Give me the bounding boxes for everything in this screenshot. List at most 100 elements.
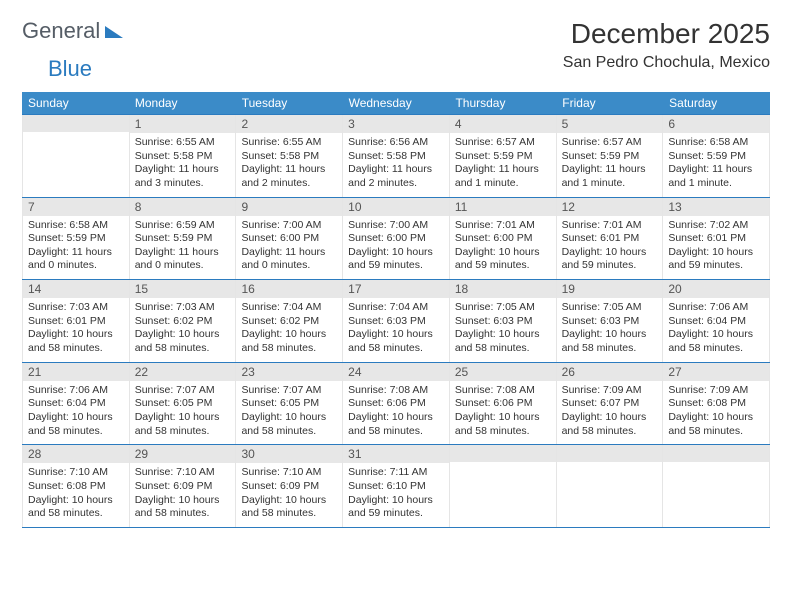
daylight-text: Daylight: 10 hours and 59 minutes. (348, 494, 444, 521)
day-cell: 2Sunrise: 6:55 AMSunset: 5:58 PMDaylight… (236, 115, 343, 197)
day-body: Sunrise: 7:08 AMSunset: 6:06 PMDaylight:… (450, 381, 556, 445)
sunset-text: Sunset: 6:00 PM (241, 232, 337, 246)
day-body: Sunrise: 7:03 AMSunset: 6:02 PMDaylight:… (130, 298, 236, 362)
day-body: Sunrise: 7:09 AMSunset: 6:07 PMDaylight:… (557, 381, 663, 445)
day-number: 25 (450, 363, 556, 381)
sunset-text: Sunset: 5:59 PM (135, 232, 231, 246)
day-cell: 8Sunrise: 6:59 AMSunset: 5:59 PMDaylight… (130, 198, 237, 280)
sunrise-text: Sunrise: 7:09 AM (562, 384, 658, 398)
day-cell: 4Sunrise: 6:57 AMSunset: 5:59 PMDaylight… (450, 115, 557, 197)
sunset-text: Sunset: 6:05 PM (135, 397, 231, 411)
sunrise-text: Sunrise: 7:01 AM (455, 219, 551, 233)
sunset-text: Sunset: 5:58 PM (241, 150, 337, 164)
daylight-text: Daylight: 11 hours and 3 minutes. (135, 163, 231, 190)
sunset-text: Sunset: 6:07 PM (562, 397, 658, 411)
day-cell: 6Sunrise: 6:58 AMSunset: 5:59 PMDaylight… (663, 115, 770, 197)
day-body: Sunrise: 7:01 AMSunset: 6:00 PMDaylight:… (450, 216, 556, 280)
sunrise-text: Sunrise: 7:04 AM (348, 301, 444, 315)
daylight-text: Daylight: 10 hours and 58 minutes. (562, 411, 658, 438)
day-cell: 26Sunrise: 7:09 AMSunset: 6:07 PMDayligh… (557, 363, 664, 445)
sunset-text: Sunset: 6:09 PM (135, 480, 231, 494)
sunrise-text: Sunrise: 7:03 AM (28, 301, 124, 315)
sunrise-text: Sunrise: 6:57 AM (455, 136, 551, 150)
day-cell: 24Sunrise: 7:08 AMSunset: 6:06 PMDayligh… (343, 363, 450, 445)
day-cell: 13Sunrise: 7:02 AMSunset: 6:01 PMDayligh… (663, 198, 770, 280)
sunrise-text: Sunrise: 7:00 AM (241, 219, 337, 233)
day-number: 31 (343, 445, 449, 463)
day-cell: 29Sunrise: 7:10 AMSunset: 6:09 PMDayligh… (130, 445, 237, 527)
daylight-text: Daylight: 11 hours and 0 minutes. (135, 246, 231, 273)
daylight-text: Daylight: 10 hours and 58 minutes. (455, 328, 551, 355)
week-row: 21Sunrise: 7:06 AMSunset: 6:04 PMDayligh… (22, 362, 770, 445)
sunrise-text: Sunrise: 7:11 AM (348, 466, 444, 480)
day-number: 5 (557, 115, 663, 133)
day-number: 17 (343, 280, 449, 298)
sunrise-text: Sunrise: 7:10 AM (28, 466, 124, 480)
daylight-text: Daylight: 10 hours and 58 minutes. (135, 328, 231, 355)
day-number: 9 (236, 198, 342, 216)
day-number: 16 (236, 280, 342, 298)
sunset-text: Sunset: 6:10 PM (348, 480, 444, 494)
day-cell: 12Sunrise: 7:01 AMSunset: 6:01 PMDayligh… (557, 198, 664, 280)
sunrise-text: Sunrise: 6:57 AM (562, 136, 658, 150)
day-number: 27 (663, 363, 769, 381)
daylight-text: Daylight: 10 hours and 59 minutes. (455, 246, 551, 273)
day-cell: 5Sunrise: 6:57 AMSunset: 5:59 PMDaylight… (557, 115, 664, 197)
daylight-text: Daylight: 11 hours and 0 minutes. (28, 246, 124, 273)
day-body: Sunrise: 6:56 AMSunset: 5:58 PMDaylight:… (343, 133, 449, 197)
sunrise-text: Sunrise: 6:58 AM (668, 136, 764, 150)
day-number: 15 (130, 280, 236, 298)
day-body: Sunrise: 7:09 AMSunset: 6:08 PMDaylight:… (663, 381, 769, 445)
daylight-text: Daylight: 10 hours and 59 minutes. (348, 246, 444, 273)
title-block: December 2025 San Pedro Chochula, Mexico (563, 18, 770, 72)
weekday-friday: Friday (556, 92, 663, 114)
logo-text-1: General (22, 18, 100, 44)
day-body: Sunrise: 7:04 AMSunset: 6:03 PMDaylight:… (343, 298, 449, 362)
week-row: 1Sunrise: 6:55 AMSunset: 5:58 PMDaylight… (22, 114, 770, 197)
daylight-text: Daylight: 11 hours and 0 minutes. (241, 246, 337, 273)
location: San Pedro Chochula, Mexico (563, 54, 770, 72)
daylight-text: Daylight: 10 hours and 58 minutes. (28, 411, 124, 438)
sunset-text: Sunset: 6:01 PM (668, 232, 764, 246)
weekday-header-row: SundayMondayTuesdayWednesdayThursdayFrid… (22, 92, 770, 114)
day-number: 26 (557, 363, 663, 381)
day-body (663, 462, 769, 522)
day-cell: 19Sunrise: 7:05 AMSunset: 6:03 PMDayligh… (557, 280, 664, 362)
sunset-text: Sunset: 5:59 PM (668, 150, 764, 164)
sunset-text: Sunset: 6:04 PM (28, 397, 124, 411)
sunrise-text: Sunrise: 7:01 AM (562, 219, 658, 233)
sunset-text: Sunset: 6:02 PM (241, 315, 337, 329)
day-number: 22 (130, 363, 236, 381)
sunset-text: Sunset: 5:59 PM (28, 232, 124, 246)
day-body: Sunrise: 6:57 AMSunset: 5:59 PMDaylight:… (450, 133, 556, 197)
sunset-text: Sunset: 6:00 PM (455, 232, 551, 246)
day-number: 18 (450, 280, 556, 298)
sunrise-text: Sunrise: 7:05 AM (455, 301, 551, 315)
day-cell: 15Sunrise: 7:03 AMSunset: 6:02 PMDayligh… (130, 280, 237, 362)
day-body: Sunrise: 6:58 AMSunset: 5:59 PMDaylight:… (23, 216, 129, 280)
day-number: 23 (236, 363, 342, 381)
day-cell: 23Sunrise: 7:07 AMSunset: 6:05 PMDayligh… (236, 363, 343, 445)
logo-triangle-icon (105, 26, 123, 38)
day-number: 29 (130, 445, 236, 463)
weekday-tuesday: Tuesday (236, 92, 343, 114)
day-body: Sunrise: 7:07 AMSunset: 6:05 PMDaylight:… (236, 381, 342, 445)
day-body: Sunrise: 7:06 AMSunset: 6:04 PMDaylight:… (663, 298, 769, 362)
day-body: Sunrise: 7:10 AMSunset: 6:09 PMDaylight:… (236, 463, 342, 527)
day-body: Sunrise: 7:05 AMSunset: 6:03 PMDaylight:… (557, 298, 663, 362)
day-number: 2 (236, 115, 342, 133)
sunrise-text: Sunrise: 6:55 AM (135, 136, 231, 150)
day-cell: 17Sunrise: 7:04 AMSunset: 6:03 PMDayligh… (343, 280, 450, 362)
sunset-text: Sunset: 6:04 PM (668, 315, 764, 329)
sunset-text: Sunset: 6:05 PM (241, 397, 337, 411)
day-number: 19 (557, 280, 663, 298)
sunrise-text: Sunrise: 7:08 AM (455, 384, 551, 398)
empty-cell (557, 445, 664, 527)
day-number: 6 (663, 115, 769, 133)
day-cell: 9 Sunrise: 7:00 AMSunset: 6:00 PMDaylight… (236, 198, 343, 280)
sunrise-text: Sunrise: 6:59 AM (135, 219, 231, 233)
day-number (23, 115, 129, 132)
weekday-monday: Monday (129, 92, 236, 114)
sunrise-text: Sunrise: 6:55 AM (241, 136, 337, 150)
weeks-container: 1Sunrise: 6:55 AMSunset: 5:58 PMDaylight… (22, 114, 770, 527)
